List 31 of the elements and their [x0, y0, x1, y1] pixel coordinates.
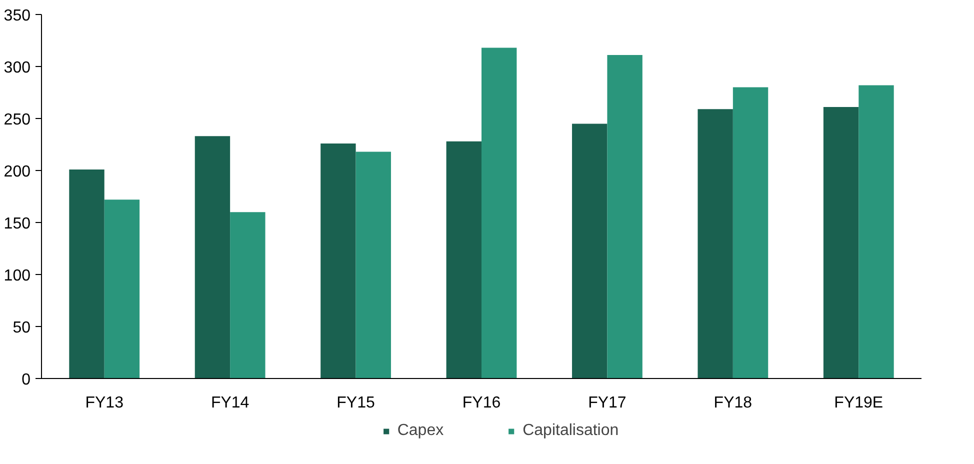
bar: [823, 107, 859, 378]
x-tick-label: FY17: [588, 394, 626, 412]
x-tick-label: FY16: [462, 394, 501, 412]
bar: [104, 200, 140, 378]
bar: [572, 124, 608, 378]
y-tick-label: 350: [4, 8, 31, 24]
bar: [446, 141, 482, 378]
bar: [320, 143, 356, 378]
legend-label: Capex: [397, 422, 444, 440]
bar: [356, 152, 391, 378]
x-tick-label: FY13: [85, 394, 124, 412]
y-tick-label: 100: [4, 268, 31, 284]
y-tick-label: 250: [4, 112, 31, 128]
bar: [732, 87, 768, 378]
bar: [69, 169, 104, 378]
bar: [698, 109, 733, 378]
x-tick-label: FY15: [336, 394, 376, 412]
y-tick-label: 300: [4, 60, 31, 76]
x-tick-label: FY18: [714, 394, 752, 412]
legend-label: Capitalisation: [522, 422, 619, 440]
x-tick-label: FY14: [210, 394, 250, 412]
bar: [230, 212, 266, 378]
y-tick-label: 150: [4, 216, 31, 232]
bar: [482, 48, 517, 378]
bar: [607, 55, 642, 378]
y-tick-label: 0: [22, 372, 31, 388]
y-tick-label: 200: [4, 164, 31, 180]
bar: [194, 136, 230, 378]
y-tick-label: 50: [12, 320, 31, 336]
bar: [858, 85, 894, 378]
x-tick-label: FY19E: [834, 394, 884, 412]
